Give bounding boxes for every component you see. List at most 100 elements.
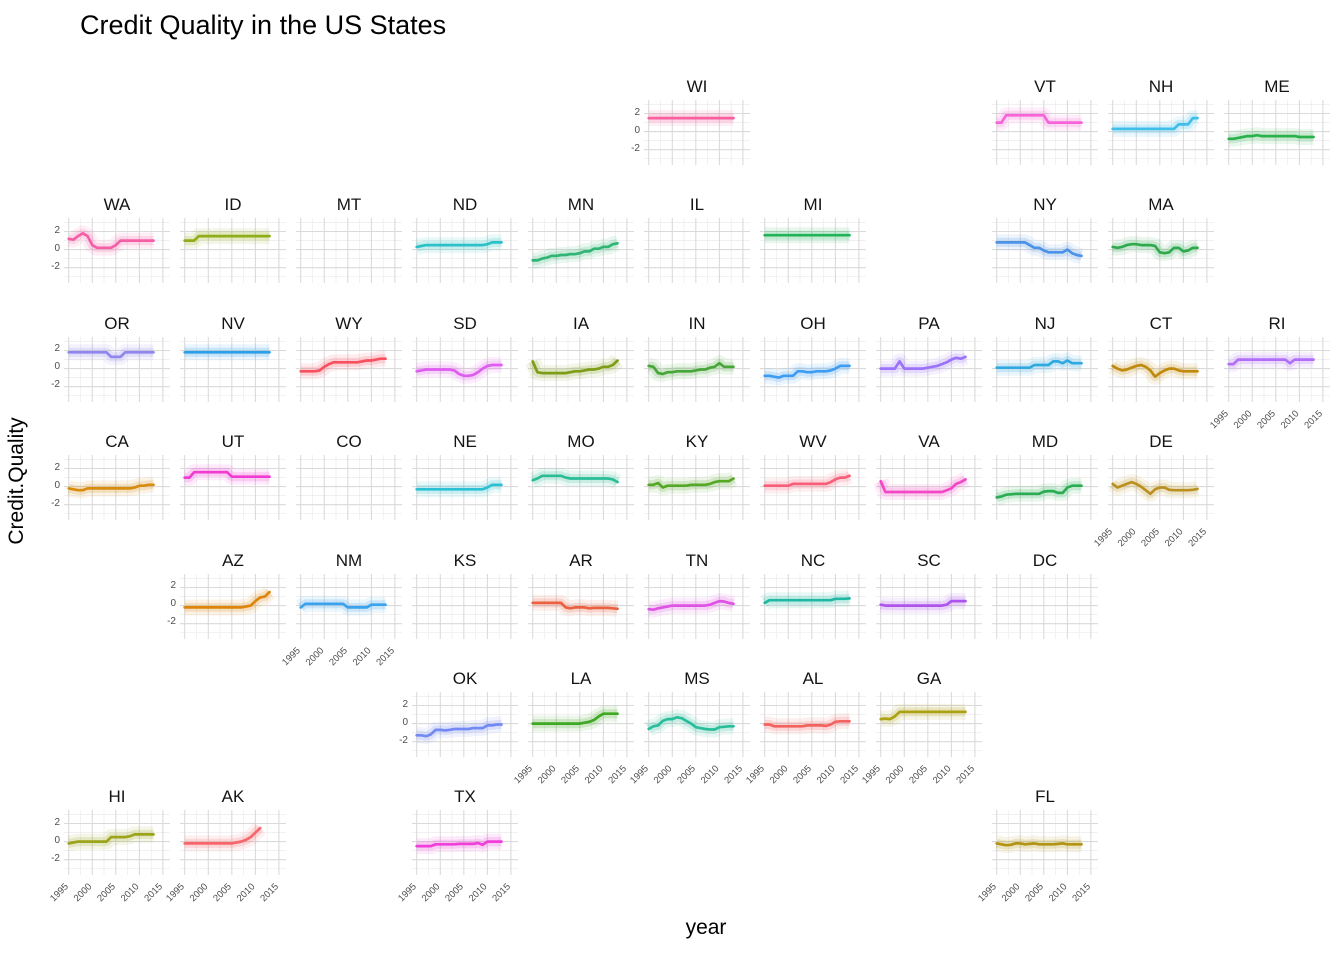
facet-panel-SD (412, 336, 518, 402)
svg-text:2010: 2010 (351, 645, 374, 668)
y-tick-label: 2 (54, 816, 60, 828)
facet-panel-FL (992, 810, 1098, 876)
svg-text:2005: 2005 (791, 763, 814, 786)
facet-title-KY: KY (685, 432, 709, 452)
x-axis-labels: 1995 2000 2005 2010 2015 (1092, 527, 1209, 550)
facet-title-VA: VA (918, 432, 940, 452)
y-tick-label: 2 (54, 461, 60, 473)
y-tick-label: 2 (170, 580, 176, 592)
facet-panel-MI (760, 218, 866, 284)
svg-text:2015: 2015 (142, 882, 165, 905)
facet-panel-NE (412, 455, 518, 521)
facet-title-UT: UT (221, 432, 245, 452)
facet-AR: AR (528, 550, 634, 639)
facet-panel-KY (644, 455, 750, 521)
facet-panel-GA (876, 692, 982, 757)
y-axis-title: Credit.Quality (5, 417, 28, 545)
facet-panel-ND (412, 218, 518, 284)
x-axis-labels: 1995 2000 2005 2010 2015 (628, 763, 745, 786)
facet-ME: ME (1224, 76, 1330, 165)
facet-UT: UT (180, 431, 286, 521)
facet-title-OK: OK (452, 669, 478, 688)
svg-text:1995: 1995 (976, 882, 999, 905)
facet-panel-NJ (992, 336, 1098, 402)
facet-MO: MO (528, 431, 634, 521)
facet-WY: WY (296, 313, 402, 402)
facet-MS: MS 1995 2000 2005 2010 2015 (628, 668, 750, 802)
facet-DE: DE 1995 2000 2005 2010 2015 (1092, 431, 1214, 565)
x-axis-labels: 1995 2000 2005 2010 2015 (280, 645, 397, 668)
svg-text:2010: 2010 (583, 763, 606, 786)
chart-title: Credit Quality in the US States (80, 10, 447, 40)
svg-text:2005: 2005 (211, 882, 234, 905)
facet-KS: KS (412, 550, 518, 639)
svg-text:1995: 1995 (512, 763, 535, 786)
facet-title-IA: IA (572, 313, 590, 333)
x-axis-labels: 1995 2000 2005 2010 2015 (976, 882, 1093, 905)
facet-title-CO: CO (336, 432, 362, 452)
facet-title-NH: NH (1148, 77, 1174, 96)
y-tick-label: 0 (54, 361, 60, 373)
facet-title-TX: TX (454, 787, 476, 807)
svg-text:2005: 2005 (1139, 527, 1162, 550)
y-tick-label: 0 (170, 598, 176, 610)
facet-CO: CO (296, 431, 402, 521)
svg-text:1995: 1995 (1208, 408, 1231, 431)
facet-panel-TX (412, 810, 518, 876)
facet-title-DE: DE (1149, 432, 1173, 452)
facet-title-HI: HI (108, 787, 126, 807)
facet-title-PA: PA (918, 313, 940, 333)
facet-PA: PA (876, 313, 982, 402)
facet-panel-CO (296, 455, 402, 521)
facet-IA: IA (525, 313, 634, 402)
facet-title-NM: NM (335, 550, 363, 570)
svg-text:2005: 2005 (443, 882, 466, 905)
facet-NJ: NJ (992, 313, 1098, 402)
facet-LA: LA 1995 2000 2005 2010 2015 (512, 668, 634, 802)
facet-VA: VA (873, 431, 982, 521)
facet-ND: ND (412, 194, 518, 284)
facet-title-ID: ID (224, 195, 242, 215)
facet-HI: HI 2 0 -2 1995 2000 2005 2010 2015 (48, 786, 170, 920)
svg-text:2000: 2000 (884, 763, 907, 786)
facet-IL: IL (644, 194, 750, 284)
facet-NH: NH (1108, 76, 1214, 165)
svg-text:2015: 2015 (374, 645, 397, 668)
facet-panel-NC (760, 573, 866, 639)
svg-text:2000: 2000 (536, 763, 559, 786)
y-tick-label: -2 (51, 497, 60, 509)
facet-panel-WA (64, 218, 170, 284)
facet-AZ: AZ 2 0 -2 (167, 550, 286, 639)
y-tick-label: 0 (634, 124, 640, 136)
y-tick-label: -2 (631, 142, 640, 154)
facet-WA: WA 2 0 -2 (51, 194, 170, 284)
facet-title-WV: WV (799, 432, 827, 452)
facet-panel-VA (873, 455, 982, 521)
facet-panel-VT (992, 100, 1098, 165)
facet-panel-IA (525, 336, 634, 402)
facet-TX: TX 1995 2000 2005 2010 2015 (396, 786, 518, 920)
y-tick-label: 2 (634, 106, 640, 118)
svg-text:2000: 2000 (1232, 408, 1255, 431)
facet-panel-RI (1224, 336, 1330, 402)
facet-MI: MI (760, 194, 866, 284)
facet-title-IN: IN (688, 313, 706, 333)
svg-text:2010: 2010 (1163, 527, 1186, 550)
facet-FL: FL 1995 2000 2005 2010 2015 (976, 786, 1098, 920)
svg-text:2000: 2000 (1000, 882, 1023, 905)
svg-text:2010: 2010 (235, 882, 258, 905)
y-tick-label: 2 (402, 698, 408, 710)
svg-text:2005: 2005 (1255, 408, 1278, 431)
svg-text:1995: 1995 (280, 645, 303, 668)
svg-text:2005: 2005 (907, 763, 930, 786)
facet-panel-AZ (180, 573, 286, 639)
facet-NV: NV (180, 313, 286, 402)
facet-panel-PA (876, 336, 982, 402)
facet-title-DC: DC (1032, 550, 1058, 570)
facet-title-NJ: NJ (1034, 313, 1056, 333)
facet-MN: MN (528, 194, 634, 284)
facet-panel-MD (992, 455, 1098, 521)
svg-text:2000: 2000 (304, 645, 327, 668)
facet-OK: OK 2 0 -2 (399, 668, 518, 757)
